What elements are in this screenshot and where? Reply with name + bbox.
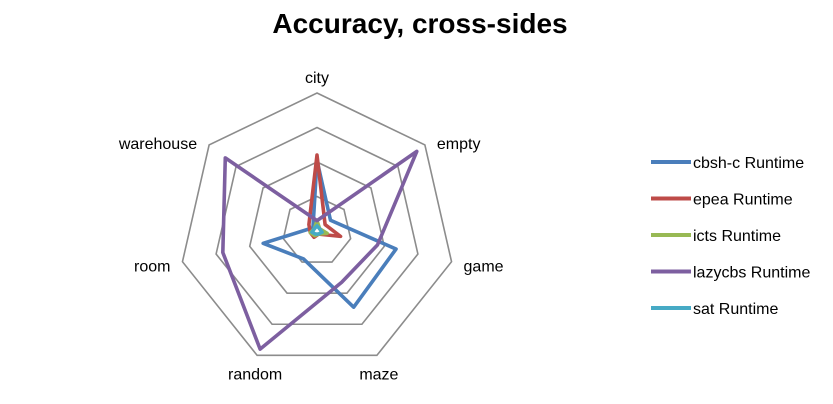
axis-label-maze: maze <box>359 366 398 383</box>
axis-label-empty: empty <box>437 136 481 153</box>
legend-label-3: icts Runtime <box>693 228 781 245</box>
axis-label-room: room <box>134 259 170 276</box>
legend-label-4: lazycbs Runtime <box>693 265 810 282</box>
legend: cbsh-c Runtime epea Runtime icts Runtime la… <box>651 155 810 318</box>
axis-label-game: game <box>464 259 504 276</box>
axis-label-random: random <box>228 366 282 383</box>
axis-label-warehouse: warehouse <box>118 136 197 153</box>
legend-label-2: epea Runtime <box>693 192 793 209</box>
legend-label-1: cbsh-c Runtime <box>693 155 804 172</box>
axis-label-city: city <box>305 70 329 87</box>
legend-label-5: sat Runtime <box>693 301 778 318</box>
